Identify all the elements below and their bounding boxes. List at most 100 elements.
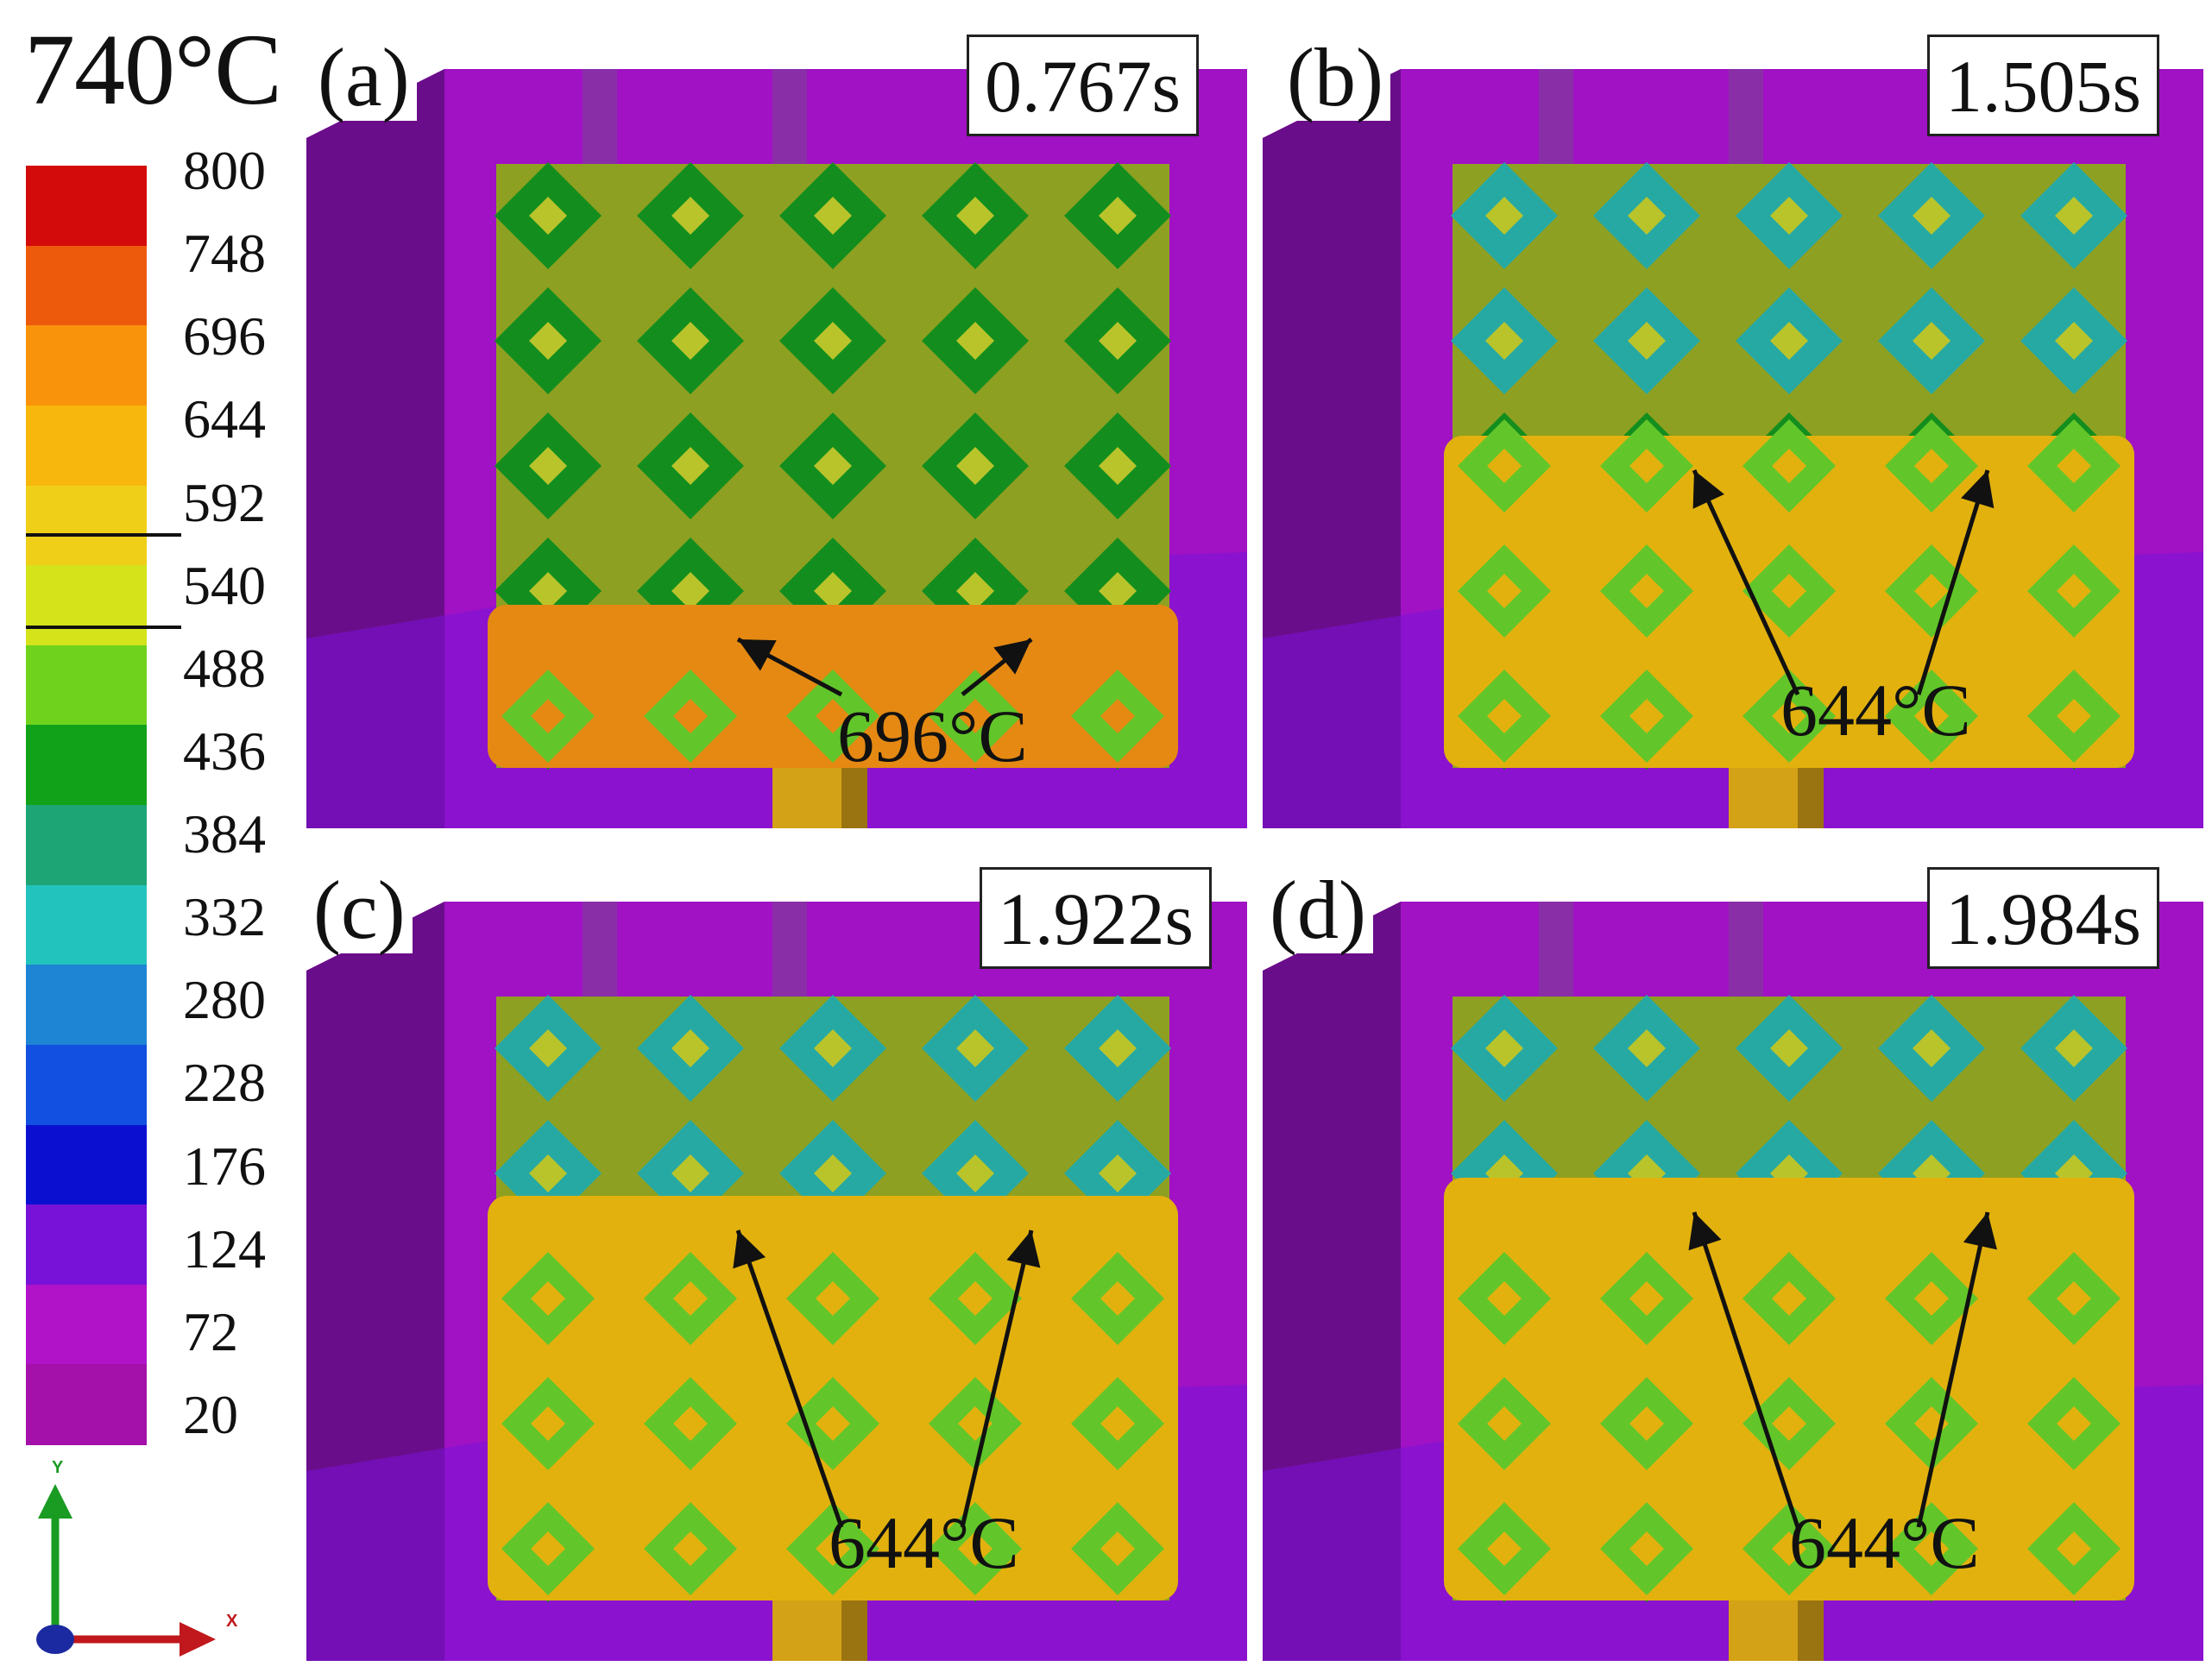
lattice-node-hole (2055, 322, 2093, 360)
feed-stem-shade (841, 768, 867, 828)
panel-a-temp-label: 696°C (837, 695, 1028, 777)
lattice-node-hole (1770, 322, 1808, 360)
temperature-colorbar: 800 748 696 644 592 540 488 436 384 332 280 228 176 1… (26, 143, 266, 1445)
colorbar-tick-label: 488 (183, 637, 266, 699)
lattice-node-hole (671, 447, 709, 485)
embedded-node-hole (1100, 1531, 1135, 1566)
arrow-head (1688, 1212, 1722, 1251)
embedded-node-hole (1772, 699, 1806, 733)
colorbar-marker-line (26, 625, 181, 629)
feed-stem-shade (1798, 1600, 1824, 1661)
panel-d-letter: (d) (1263, 867, 1373, 953)
colorbar-tick-label: 592 (183, 471, 266, 533)
lattice-node-hole (814, 197, 852, 235)
lattice-node-hole (1628, 197, 1666, 235)
top-rod (772, 902, 807, 1005)
embedded-node-hole (1487, 1281, 1522, 1316)
lattice-node-hole (671, 1029, 709, 1067)
embedded-node-hole (958, 699, 993, 733)
colorbar-marker-line (26, 533, 181, 538)
panel-d: (d) 1.984s 644°C (1245, 850, 2212, 1661)
lattice-node-hole (956, 197, 994, 235)
colorbar-segment (26, 1204, 147, 1286)
panel-c-temp-label: 644°C (829, 1501, 1019, 1584)
colorbar-segment (26, 405, 147, 487)
colorbar-segment (26, 1284, 147, 1366)
embedded-node-hole (1772, 1531, 1806, 1566)
lattice-node-hole (814, 1029, 852, 1067)
embedded-node-hole (1487, 699, 1522, 733)
colorbar-segment (26, 725, 147, 806)
lattice-node-hole (529, 1029, 567, 1067)
embedded-node-hole (1487, 1406, 1522, 1441)
colorbar-tick-label: 748 (183, 223, 266, 285)
embedded-node-hole (1914, 1281, 1949, 1316)
arrow-line (1916, 469, 1990, 695)
top-rod (1729, 902, 1763, 1005)
embedded-node-hole (1914, 699, 1949, 733)
embedded-node-hole (958, 1531, 993, 1566)
colorbar-title: 740°C (24, 13, 282, 126)
embedded-node-hole (816, 1281, 850, 1316)
top-rod (1729, 69, 1763, 173)
colorbar-tick-label: 800 (183, 140, 266, 201)
embedded-node-hole (1629, 699, 1664, 733)
lattice-node-hole (1099, 1154, 1137, 1192)
panel-d-scene (1263, 902, 2203, 1661)
embedded-node-hole (1772, 574, 1806, 608)
colorbar-segment (26, 1364, 147, 1445)
lattice-node-hole (1913, 1029, 1950, 1067)
embedded-node-hole (816, 1531, 850, 1566)
colorbar-tick-label: 280 (183, 969, 266, 1031)
embedded-node-hole (673, 1531, 708, 1566)
colorbar-tick-label: 540 (183, 554, 266, 616)
lattice-node-hole (956, 1029, 994, 1067)
top-rod (583, 902, 617, 1005)
arrow-head (1692, 470, 1724, 509)
embedded-node-hole (1100, 699, 1135, 733)
embedded-node-hole (1914, 449, 1949, 483)
embedded-node-hole (2057, 449, 2091, 483)
lattice-node-hole (1913, 197, 1950, 235)
lattice-node-hole (529, 447, 567, 485)
colorbar-tick-label: 72 (183, 1300, 238, 1362)
lattice-node-hole (1485, 322, 1523, 360)
embedded-node-hole (1629, 1406, 1664, 1441)
arrow-head (1961, 470, 1995, 509)
lattice-node-hole (1485, 197, 1523, 235)
embedded-node-hole (2057, 1531, 2091, 1566)
axis-triad-icon (36, 1484, 216, 1657)
colorbar-tick-label: 20 (183, 1384, 238, 1445)
lattice-node-hole (1099, 322, 1137, 360)
colorbar-segment (26, 565, 147, 646)
colorbar-segment (26, 166, 147, 247)
feed-stem-shade (1798, 768, 1824, 828)
lattice-node-hole (956, 322, 994, 360)
embedded-node-hole (673, 1281, 708, 1316)
lattice-node-hole (1099, 197, 1137, 235)
lattice-node-hole (2055, 1029, 2093, 1067)
lattice-node-hole (1485, 1029, 1523, 1067)
embedded-node-hole (1100, 1281, 1135, 1316)
lattice-node-hole (814, 322, 852, 360)
colorbar-segment (26, 485, 147, 567)
embedded-node-hole (1772, 1281, 1806, 1316)
embedded-node-hole (1629, 449, 1664, 483)
colorbar-tick-label: 332 (183, 886, 266, 948)
top-rod (1539, 902, 1573, 1005)
lattice-node-hole (529, 572, 567, 610)
embedded-node-hole (2057, 699, 2091, 733)
panel-d-time: 1.984s (1927, 867, 2159, 969)
colorbar-segment (26, 325, 147, 406)
embedded-node-hole (816, 1406, 850, 1441)
top-rod (1539, 69, 1573, 173)
lattice-node-hole (529, 197, 567, 235)
arrow-line (735, 1229, 844, 1528)
panel-a-time: 0.767s (967, 35, 1199, 136)
lattice-node-hole (1099, 447, 1137, 485)
embedded-node-hole (673, 699, 708, 733)
lattice-node-hole (529, 1154, 567, 1192)
embedded-node-hole (673, 1406, 708, 1441)
colorbar-tick-label: 124 (183, 1217, 266, 1280)
embedded-node-hole (2057, 1281, 2091, 1316)
